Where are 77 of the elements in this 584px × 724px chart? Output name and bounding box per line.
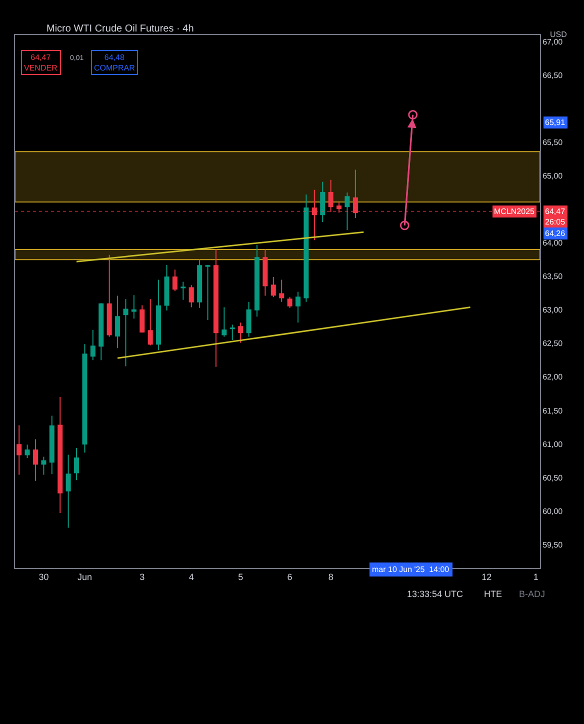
- candlestick: [156, 279, 162, 351]
- text: 13:33:54 UTC: [407, 589, 464, 599]
- annotation: 64,48 COMPRAR: [94, 53, 136, 72]
- candlestick: [98, 302, 104, 361]
- candlestick: [66, 454, 71, 528]
- ref-line-label: MCLN2025: [494, 207, 536, 216]
- candlestick: [213, 249, 218, 368]
- candlestick: [41, 456, 46, 476]
- candlestick: [33, 438, 38, 482]
- y-tick-label: 61,00: [542, 440, 564, 449]
- y-tick-label: 63,50: [542, 272, 564, 282]
- y-tick-label: 60,50: [542, 473, 564, 482]
- y-tick-label: 61,50: [542, 406, 564, 416]
- text: 64,47 26:05: [545, 207, 566, 226]
- candlestick: [74, 447, 80, 481]
- candlestick: [262, 249, 268, 296]
- text: 64,26: [545, 229, 566, 238]
- candlestick: [106, 254, 112, 338]
- candlestick: [328, 179, 334, 212]
- candlestick: [336, 201, 342, 214]
- candlestick: [90, 329, 96, 361]
- annotation: 64,47 VENDER: [24, 53, 58, 72]
- candlestick: [16, 424, 22, 476]
- y-tick-label: 64,00: [542, 238, 564, 248]
- y-tick-label: 66,50: [542, 71, 564, 80]
- candlestick: [148, 298, 153, 346]
- candlestick: [238, 322, 244, 344]
- candlestick: [82, 344, 88, 454]
- text: B-ADJ: [519, 589, 546, 599]
- candlestick: [312, 189, 317, 241]
- y-tick-label: 67,00: [542, 38, 564, 46]
- y-tick-label: 62,00: [542, 372, 564, 382]
- candlestick: [230, 324, 235, 341]
- candlestick: [123, 298, 128, 367]
- y-tick-label: 63,00: [542, 306, 564, 315]
- y-tick-label: 62,50: [542, 339, 564, 348]
- x-tick-label: 4: [188, 572, 194, 582]
- candlestick: [58, 396, 63, 514]
- text: HTE: [484, 589, 502, 599]
- candlestick: [287, 296, 292, 308]
- y-tick-label: 65,00: [542, 172, 564, 181]
- candlestick: [296, 291, 301, 324]
- candlestick: [180, 281, 186, 300]
- x-tick-label: 12: [482, 572, 492, 582]
- candlestick: [24, 444, 30, 459]
- candlestick: [320, 181, 326, 223]
- candlestick: [131, 294, 136, 320]
- x-tick-label: 1: [533, 572, 538, 582]
- candlestick: [164, 264, 170, 312]
- candlestick: [254, 244, 260, 318]
- candlestick: [172, 269, 178, 292]
- x-tick-label: 30: [38, 572, 49, 582]
- candlestick: [188, 284, 194, 308]
- text: 65,91: [545, 118, 566, 127]
- candlestick: [352, 169, 358, 219]
- candlestick: [205, 264, 210, 320]
- candlestick: [49, 415, 54, 475]
- x-tick-label: 8: [328, 572, 334, 582]
- text: USD: [550, 30, 568, 39]
- candlestick: [270, 276, 276, 298]
- chart-title: Micro WTI Crude Oil Futures · 4h: [46, 24, 194, 34]
- candlestick: [246, 301, 252, 338]
- x-tick-label: Jun: [77, 572, 92, 582]
- annotation: mar 10 Jun '25 14:00: [372, 565, 450, 574]
- candlestick: [279, 279, 284, 302]
- x-tick-label: 3: [140, 572, 145, 582]
- y-tick-label: 65,50: [542, 138, 564, 148]
- candlestick: [115, 295, 120, 349]
- candlestick: [304, 194, 309, 302]
- x-tick-label: 5: [238, 572, 244, 582]
- x-tick-label: 6: [287, 572, 292, 582]
- candlestick: [140, 304, 145, 334]
- candlestick: [222, 306, 227, 338]
- y-tick-label: 60,00: [542, 506, 564, 516]
- y-tick-label: 59,50: [542, 540, 564, 550]
- candlestick: [344, 192, 350, 231]
- candlestick: [197, 259, 202, 308]
